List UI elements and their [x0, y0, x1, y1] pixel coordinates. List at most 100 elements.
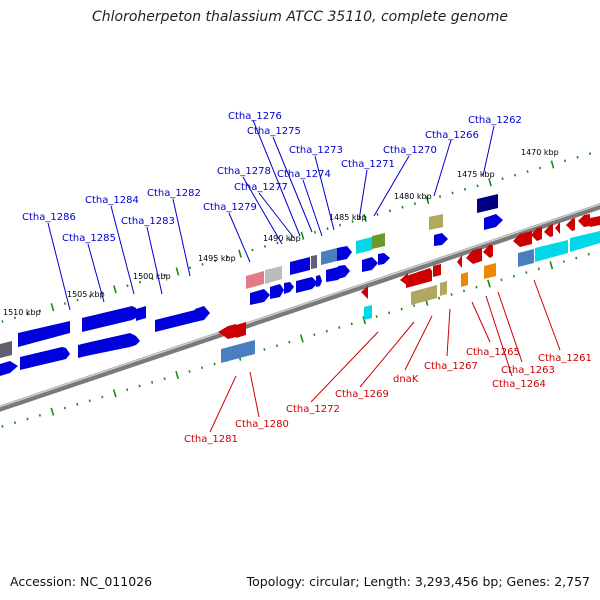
label-ctha-1266[interactable]: Ctha_1266: [425, 130, 479, 141]
gene-ctha-1273[interactable]: [337, 246, 352, 261]
gene-ctha-1279b[interactable]: [250, 289, 270, 305]
label-ctha-1274[interactable]: Ctha_1274: [277, 169, 331, 180]
gene-ctha-1277[interactable]: [265, 266, 282, 284]
forward-scale-tick: [175, 267, 180, 276]
gene-ctha-1267[interactable]: [440, 281, 447, 296]
gene-ctha-1271b[interactable]: [362, 257, 378, 272]
label-ctha-1270[interactable]: Ctha_1270: [383, 145, 437, 156]
gene-ctha-1276[interactable]: [290, 257, 310, 275]
gene-ctha-1262b[interactable]: [484, 214, 503, 230]
gene-ctha-1261b[interactable]: [531, 227, 542, 241]
label-ctha-1278[interactable]: Ctha_1278: [217, 166, 271, 177]
reverse-scale-tick: [288, 340, 291, 344]
gene-ctha-1281[interactable]: [218, 324, 236, 339]
label-ctha-1285[interactable]: Ctha_1285: [62, 233, 116, 244]
gene-ctha-1261[interactable]: [513, 231, 532, 247]
gene-ctha-1284[interactable]: [86, 333, 140, 356]
reverse-scale-tick: [151, 380, 154, 384]
forward-scale-tick: [326, 227, 329, 231]
label-ctha-1271[interactable]: Ctha_1271: [341, 159, 395, 170]
gene-ctha-1263[interactable]: [484, 263, 496, 279]
gene-ctha-dnak[interactable]: [411, 285, 437, 305]
gene-ctha-1261c[interactable]: [544, 224, 553, 237]
label-ctha-1264[interactable]: Ctha_1264: [492, 379, 546, 390]
gene-ctha-1286-row2[interactable]: [20, 347, 70, 370]
forward-scale-tick: [201, 262, 204, 266]
leader-ctha-1266: [433, 139, 452, 197]
gene-ctha-1277c[interactable]: [284, 282, 294, 294]
forward-scale-tick: [376, 212, 379, 216]
gene-ctha-1261d[interactable]: [555, 222, 560, 234]
gene-ctha-1278[interactable]: [246, 271, 264, 289]
gene-ctha-1286[interactable]: [18, 321, 70, 347]
label-ctha-1283[interactable]: Ctha_1283: [121, 216, 175, 227]
label-ctha-1267[interactable]: Ctha_1267: [424, 361, 478, 372]
forward-scale-tick: [576, 155, 579, 159]
gene-ctha-1277b[interactable]: [270, 284, 284, 299]
gene-ctha-1265b[interactable]: [483, 244, 493, 258]
gene-ctha-1281b-red[interactable]: [236, 322, 246, 338]
label-ctha-1276[interactable]: Ctha_1276: [228, 111, 282, 122]
gene-ctha-1283[interactable]: [136, 306, 146, 321]
label-ctha-1269[interactable]: Ctha_1269: [335, 389, 389, 400]
gene-ctha-1281b[interactable]: [0, 341, 12, 358]
gene-ctha-1266b[interactable]: [434, 233, 448, 246]
gene-ctha-1274[interactable]: [321, 248, 337, 265]
gene-ctha-1283b[interactable]: [78, 343, 86, 358]
label-ctha-1277[interactable]: Ctha_1277: [234, 182, 288, 193]
gene-ctha-1269[interactable]: [361, 286, 368, 299]
gene-ctha-1265[interactable]: [466, 248, 482, 264]
reverse-scale-tick: [313, 333, 316, 337]
gene-ctha-1271[interactable]: [356, 237, 372, 254]
reverse-scale-tick: [325, 329, 328, 333]
label-ctha-1273[interactable]: Ctha_1273: [289, 145, 343, 156]
gene-ctha-1261g[interactable]: [590, 216, 600, 227]
forward-scale-tick: [151, 277, 154, 281]
gene-ctha-1272[interactable]: [364, 305, 372, 320]
label-dnak[interactable]: dnaK: [393, 374, 419, 385]
gene-ctha-1270b[interactable]: [378, 253, 390, 265]
gene-ctha-1264[interactable]: [461, 272, 468, 287]
gene-ctha-1261f[interactable]: [578, 214, 590, 227]
label-ctha-1279[interactable]: Ctha_1279: [203, 202, 257, 213]
gene-ctha-1262[interactable]: [477, 194, 498, 213]
label-ctha-1275[interactable]: Ctha_1275: [247, 126, 301, 137]
forward-scale-tick: [501, 177, 504, 181]
reverse-scale-tick: [101, 395, 104, 399]
gene-ctha-1270[interactable]: [372, 233, 385, 249]
gene-ctha-1275b[interactable]: [296, 277, 318, 293]
reverse-scale-tick: [263, 348, 266, 351]
reverse-scale-tick: [138, 384, 141, 388]
label-ctha-1282[interactable]: Ctha_1282: [147, 188, 201, 199]
gene-ctha-dnak-red2[interactable]: [433, 264, 441, 277]
label-ctha-1281[interactable]: Ctha_1281: [184, 434, 238, 445]
gene-ctha-1267b[interactable]: [457, 255, 462, 268]
gene-ctha-1272b[interactable]: [338, 265, 350, 279]
gene-ctha-1280b[interactable]: [0, 361, 18, 376]
gene-ctha-dnak-red[interactable]: [406, 268, 432, 288]
gene-ctha-1280[interactable]: [221, 340, 255, 363]
gene-ctha-1266[interactable]: [429, 214, 443, 230]
label-ctha-1286[interactable]: Ctha_1286: [22, 212, 76, 223]
label-ctha-1262[interactable]: Ctha_1262: [468, 115, 522, 126]
label-ctha-1272[interactable]: Ctha_1272: [286, 404, 340, 415]
gene-ctha-1274b[interactable]: [316, 275, 322, 287]
gene-ctha-1261-cyan[interactable]: [535, 240, 568, 262]
label-ctha-1284[interactable]: Ctha_1284: [85, 195, 139, 206]
gene-ctha-1285[interactable]: [82, 306, 136, 332]
gene-ctha-1261e[interactable]: [566, 218, 575, 231]
gene-ctha-1261-cyan2[interactable]: [570, 231, 600, 252]
gene-ctha-1261-blue[interactable]: [518, 249, 534, 267]
label-ctha-1265[interactable]: Ctha_1265: [466, 347, 520, 358]
forward-scale-tick: [1, 320, 4, 323]
forward-scale-tick: [351, 220, 354, 223]
gene-ctha-1282[interactable]: [155, 310, 195, 332]
label-ctha-1261[interactable]: Ctha_1261: [538, 353, 592, 364]
gene-ctha-1279[interactable]: [195, 306, 210, 322]
scale-label-1480: 1480 kbp: [394, 192, 432, 201]
label-ctha-1280[interactable]: Ctha_1280: [235, 419, 289, 430]
forward-scale-tick: [413, 202, 417, 206]
leader-ctha-1276: [252, 119, 301, 237]
gene-ctha-1276b[interactable]: [311, 255, 317, 269]
label-ctha-1263[interactable]: Ctha_1263: [501, 365, 555, 376]
